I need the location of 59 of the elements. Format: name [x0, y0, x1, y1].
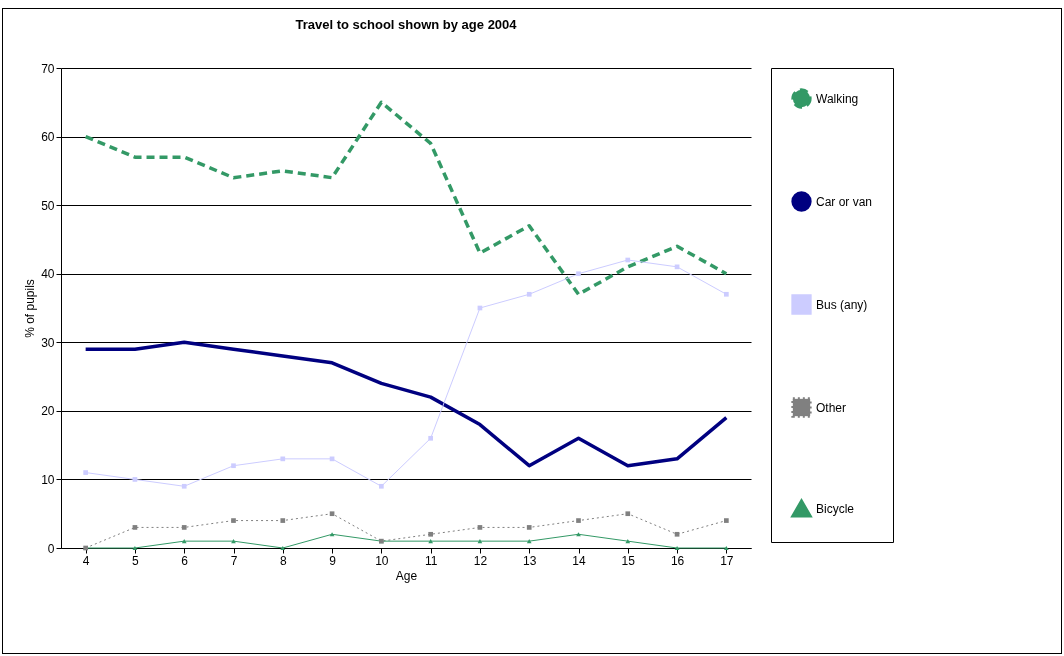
point [231, 463, 236, 469]
point [674, 531, 680, 537]
y-tick-label: 30 [41, 335, 55, 350]
legend-label: Walking [816, 91, 859, 106]
point [428, 435, 433, 441]
point [526, 525, 532, 530]
x-tick-label: 11 [424, 553, 438, 568]
point [576, 518, 581, 523]
y-tick-label: 20 [41, 404, 55, 419]
point [477, 525, 483, 530]
point [379, 483, 384, 489]
point [280, 456, 286, 462]
point [428, 531, 433, 537]
point [181, 483, 187, 489]
legend-label: Car or van [816, 194, 873, 209]
point [231, 518, 236, 523]
point [724, 518, 729, 523]
y-tick-label: 50 [41, 198, 55, 213]
x-tick-label: 6 [181, 553, 189, 568]
point [280, 518, 286, 523]
y-axis-title: % of pupils [23, 279, 38, 338]
y-tick-label: 0 [47, 541, 55, 556]
x-tick-label: 15 [621, 553, 636, 568]
y-tick-label: 70 [41, 61, 55, 76]
point [428, 539, 433, 544]
point [83, 470, 88, 475]
point [625, 539, 631, 544]
point [625, 511, 631, 517]
y-tick-label: 60 [41, 130, 55, 145]
x-axis-title: Age [395, 568, 418, 583]
point [132, 477, 138, 482]
x-tick-label: 17 [720, 553, 734, 568]
y-tick-label: 40 [41, 267, 55, 282]
point [576, 271, 581, 277]
x-tick-label: 12 [473, 553, 488, 568]
legend-label: Other [816, 400, 847, 415]
point [526, 539, 532, 544]
x-tick-label: 14 [572, 553, 586, 568]
point [329, 511, 335, 517]
x-tick-label: 7 [230, 553, 238, 568]
point [181, 539, 187, 544]
line-series [83, 340, 729, 468]
point [181, 525, 187, 530]
point [132, 525, 138, 530]
x-tick-label: 4 [82, 553, 90, 568]
legend-label: Bus (any) [816, 297, 868, 312]
x-tick-label: 8 [279, 553, 287, 568]
x-tick-label: 10 [375, 553, 389, 568]
x-tick-label: 13 [523, 553, 537, 568]
point [625, 257, 631, 263]
x-tick-label: 16 [670, 553, 685, 568]
chart-title: Travel to school shown by age 2004 [295, 17, 518, 32]
point [526, 291, 532, 297]
y-tick-label: 10 [41, 472, 55, 487]
x-tick-label: 9 [329, 553, 337, 568]
legend-label: Bicycle [816, 501, 855, 516]
line-series [83, 100, 729, 297]
x-tick-label: 5 [132, 553, 140, 568]
point [724, 291, 729, 297]
